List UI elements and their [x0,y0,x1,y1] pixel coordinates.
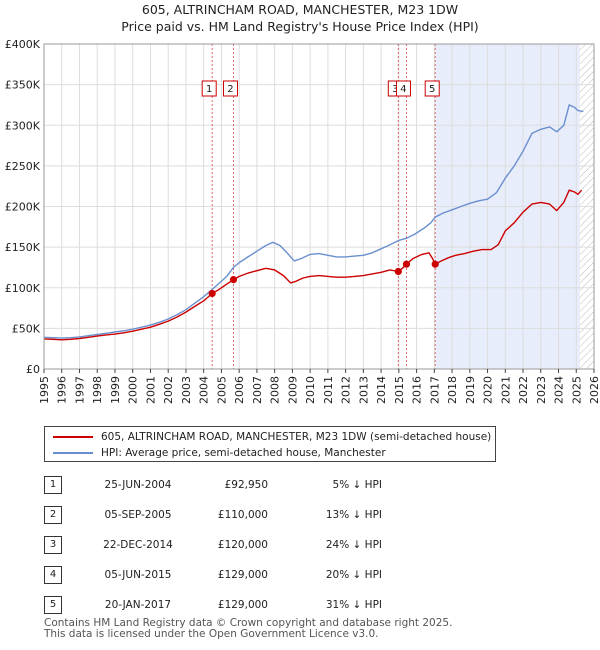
sale-date: 25-JUN-2004 [104,479,172,491]
sale-number-box [424,80,440,97]
title-line-1: 605, ALTRINCHAM ROAD, MANCHESTER, M23 1D… [141,2,459,17]
sale-price: £129,000 [217,569,268,581]
x-tick-label: 2024 [553,376,566,404]
sale-hpi-diff: 31% ↓ HPI [325,599,382,611]
sale-number-label: 2 [227,84,233,95]
x-tick-label: 2012 [340,376,353,404]
x-tick-label: 2026 [588,376,600,404]
sale-point [394,267,402,276]
x-tick-label: 2006 [233,376,246,404]
y-tick-label: £400K [5,38,41,51]
legend-label-hpi: HPI: Average price, semi-detached house,… [101,447,386,459]
x-tick-label: 2011 [322,376,335,404]
sale-hpi-diff: 24% ↓ HPI [325,539,382,551]
sale-point [431,260,439,268]
sale-number-box [222,80,238,97]
footer-line-2: This data is licensed under the Open Gov… [44,628,379,640]
sale-price: £120,000 [217,539,268,551]
y-tick-label: £150K [5,241,41,254]
x-tick-label: 2025 [570,376,583,404]
x-tick-label: 2004 [198,376,211,404]
x-tick-label: 1995 [38,376,51,404]
hpi-line [44,104,584,339]
x-tick-label: 2020 [482,376,495,404]
sale-date: 22-DEC-2014 [103,539,173,551]
sale-point [208,289,216,298]
legend: 605, ALTRINCHAM ROAD, MANCHESTER, M23 1D… [44,426,496,462]
x-tick-label: 2003 [180,376,193,404]
y-tick-label: £300K [5,119,41,132]
sale-date: 20-JAN-2017 [104,599,172,611]
x-tick-label: 2010 [304,376,317,404]
y-tick-label: £200K [5,201,41,214]
y-tick-label: £250K [5,160,41,173]
x-tick-label: 1999 [109,376,122,404]
table-row: 1 25-JUN-2004 £92,950 5% ↓ HPI [44,476,584,494]
sale-number-badge: 1 [44,476,62,494]
legend-swatch-property [53,436,93,438]
property-price-line [44,189,583,341]
sale-price: £110,000 [217,509,268,521]
title-line-2: Price paid vs. HM Land Registry's House … [121,19,479,34]
x-tick-label: 2018 [446,376,459,404]
footer-line-1: Contains HM Land Registry data © Crown c… [44,617,453,629]
sale-price: £92,950 [224,479,268,491]
sale-hpi-diff: 20% ↓ HPI [325,569,382,581]
table-row: 4 05-JUN-2015 £129,000 20% ↓ HPI [44,566,584,584]
sale-point [229,276,238,284]
y-tick-label: £0 [26,363,40,376]
sale-number-box [395,80,411,97]
x-tick-label: 2013 [357,376,370,404]
x-tick-label: 2008 [269,376,282,404]
x-tick-label: 2014 [375,376,388,404]
sale-number-badge: 5 [44,596,62,614]
sale-number-label: 1 [206,84,212,95]
x-tick-label: 2015 [393,376,406,404]
x-tick-label: 1997 [73,376,86,404]
sale-number-label: 4 [400,84,406,95]
y-tick-label: £100K [5,282,41,295]
x-tick-label: 2009 [286,376,299,404]
sale-point [402,260,411,268]
table-row: 3 22-DEC-2014 £120,000 24% ↓ HPI [44,536,584,554]
sale-number-badge: 2 [44,506,62,524]
sale-price: £129,000 [217,599,268,611]
chart-title: 605, ALTRINCHAM ROAD, MANCHESTER, M23 1D… [0,0,600,35]
x-tick-label: 2021 [499,376,512,404]
sale-date: 05-JUN-2015 [104,569,172,581]
y-tick-label: £350K [5,79,41,92]
x-tick-label: 2022 [517,376,530,404]
legend-swatch-hpi [53,452,93,454]
x-tick-label: 2019 [464,376,477,404]
x-tick-label: 2005 [215,376,228,404]
x-tick-label: 2000 [127,376,140,404]
footer-attribution: Contains HM Land Registry data © Crown c… [44,618,452,640]
x-tick-label: 2007 [251,376,264,404]
x-tick-label: 2016 [411,376,424,404]
sale-number-label: 5 [429,84,435,95]
x-tick-label: 1996 [56,376,69,404]
table-row: 2 05-SEP-2005 £110,000 13% ↓ HPI [44,506,584,524]
table-row: 5 20-JAN-2017 £129,000 31% ↓ HPI [44,596,584,614]
sale-number-badge: 4 [44,566,62,584]
sale-hpi-diff: 5% ↓ HPI [332,479,382,491]
sale-hpi-diff: 13% ↓ HPI [325,509,382,521]
plot-frame [43,43,595,370]
x-tick-label: 2017 [428,376,441,404]
sale-number-label: 3 [392,84,398,95]
x-tick-label: 2023 [535,376,548,404]
sale-number-badge: 3 [44,536,62,554]
x-tick-label: 1998 [91,376,104,404]
legend-label-property: 605, ALTRINCHAM ROAD, MANCHESTER, M23 1D… [101,431,492,443]
sale-date: 05-SEP-2005 [104,509,172,521]
x-tick-label: 2001 [144,376,157,404]
sale-number-box [201,80,217,97]
y-tick-label: £50K [12,322,41,335]
x-tick-label: 2002 [162,376,175,404]
